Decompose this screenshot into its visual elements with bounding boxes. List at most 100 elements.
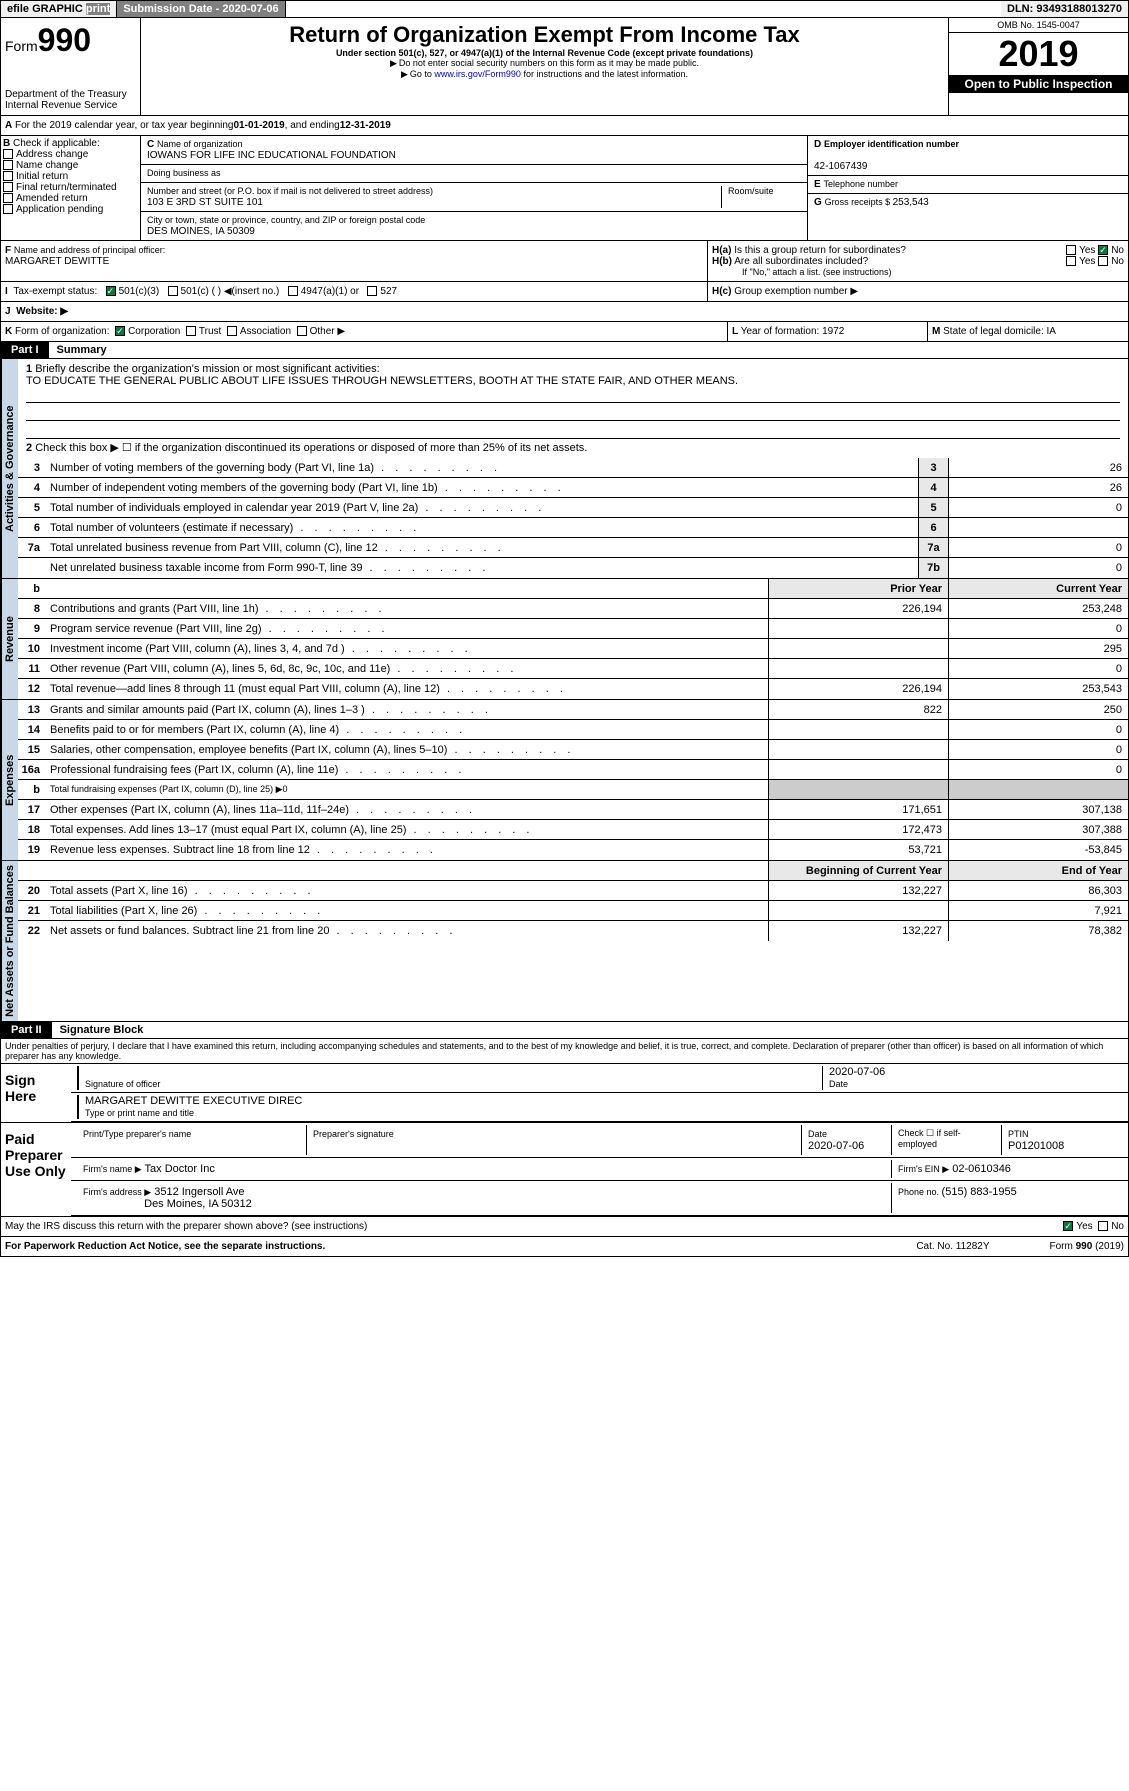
- mission-text: TO EDUCATE THE GENERAL PUBLIC ABOUT LIFE…: [26, 375, 1120, 387]
- firm-name: Tax Doctor Inc: [145, 1163, 215, 1175]
- table-row: 16aProfessional fundraising fees (Part I…: [18, 760, 1128, 780]
- subs-note: If "No," attach a list. (see instruction…: [712, 267, 1124, 277]
- pra-notice: For Paperwork Reduction Act Notice, see …: [5, 1241, 325, 1252]
- firm-ein-label: Firm's EIN ▶: [898, 1164, 949, 1174]
- footer-row: For Paperwork Reduction Act Notice, see …: [0, 1237, 1129, 1257]
- gov-line: 6Total number of volunteers (estimate if…: [18, 518, 1128, 538]
- ptin-label: PTIN: [1008, 1129, 1029, 1139]
- box-b-label: Check if applicable:: [13, 138, 100, 149]
- city-label: City or town, state or province, country…: [147, 215, 425, 225]
- dln: DLN: 93493188013270: [1001, 1, 1128, 17]
- cb-amended[interactable]: [3, 193, 13, 203]
- firm-phone: (515) 883-1955: [942, 1186, 1017, 1198]
- phone-label: Telephone number: [823, 179, 898, 189]
- gov-line: 5Total number of individuals employed in…: [18, 498, 1128, 518]
- officer-name: MARGARET DEWITTE: [5, 256, 109, 267]
- dept-label: Department of the Treasury Internal Reve…: [5, 89, 136, 111]
- cb-address-change[interactable]: [3, 149, 13, 159]
- net-assets-section: Net Assets or Fund Balances Beginning of…: [0, 861, 1129, 1022]
- cb-ha-no[interactable]: [1098, 245, 1108, 255]
- net-side-label: Net Assets or Fund Balances: [1, 861, 18, 1021]
- table-row: 19Revenue less expenses. Subtract line 1…: [18, 840, 1128, 860]
- submission-date: Submission Date - 2020-07-06: [117, 1, 285, 17]
- part1-label: Part I: [1, 342, 49, 358]
- top-bar: efile GRAPHIC print Submission Date - 20…: [0, 0, 1129, 18]
- cb-discuss-yes[interactable]: [1063, 1221, 1073, 1231]
- gov-line: Net unrelated business taxable income fr…: [18, 558, 1128, 578]
- table-row: 18Total expenses. Add lines 13–17 (must …: [18, 820, 1128, 840]
- discuss-label: May the IRS discuss this return with the…: [5, 1221, 367, 1232]
- addr-label: Number and street (or P.O. box if mail i…: [147, 186, 433, 196]
- cb-ha-yes[interactable]: [1066, 245, 1076, 255]
- cb-app-pending[interactable]: [3, 204, 13, 214]
- typed-name-label: Type or print name and title: [85, 1108, 194, 1118]
- ein-label: Employer identification number: [824, 139, 959, 149]
- current-year-hdr: Current Year: [948, 579, 1128, 598]
- org-name-label: Name of organization: [157, 139, 243, 149]
- table-row: 15Salaries, other compensation, employee…: [18, 740, 1128, 760]
- revenue-section: Revenue bPrior YearCurrent Year 8Contrib…: [0, 579, 1129, 700]
- part1-header: Part ISummary: [0, 342, 1129, 359]
- table-row: 9Program service revenue (Part VIII, lin…: [18, 619, 1128, 639]
- cb-hb-no[interactable]: [1098, 256, 1108, 266]
- year-formation: 1972: [822, 326, 844, 337]
- open-public-badge: Open to Public Inspection: [949, 75, 1128, 93]
- table-row: bTotal fundraising expenses (Part IX, co…: [18, 780, 1128, 800]
- end-year-hdr: End of Year: [948, 861, 1128, 880]
- prep-name-hdr: Print/Type preparer's name: [83, 1129, 191, 1139]
- prior-year-hdr: Prior Year: [768, 579, 948, 598]
- paid-preparer-section: Paid Preparer Use Only Print/Type prepar…: [0, 1123, 1129, 1217]
- group-exemption-label: Group exemption number ▶: [734, 286, 858, 297]
- gross-receipts: 253,543: [893, 197, 929, 208]
- org-name: IOWANS FOR LIFE INC EDUCATIONAL FOUNDATI…: [147, 150, 396, 161]
- cb-527[interactable]: [367, 286, 377, 296]
- paid-prep-label: Paid Preparer Use Only: [1, 1123, 71, 1216]
- firm-name-label: Firm's name ▶: [83, 1164, 142, 1174]
- period-row: A For the 2019 calendar year, or tax yea…: [0, 116, 1129, 136]
- cb-501c3[interactable]: [106, 286, 116, 296]
- officer-group-row: F Name and address of principal officer:…: [0, 241, 1129, 282]
- cb-hb-yes[interactable]: [1066, 256, 1076, 266]
- street-address: 103 E 3RD ST SUITE 101: [147, 197, 263, 208]
- tax-year: 2019: [949, 33, 1128, 75]
- sign-here-section: Sign Here Signature of officer2020-07-06…: [0, 1064, 1129, 1123]
- firm-addr1: 3512 Ingersoll Ave: [154, 1186, 244, 1198]
- cb-final-return[interactable]: [3, 182, 13, 192]
- table-row: 12Total revenue—add lines 8 through 11 (…: [18, 679, 1128, 699]
- form-header: Form990 Department of the Treasury Inter…: [0, 18, 1129, 116]
- cb-trust[interactable]: [186, 326, 196, 336]
- q1-label: Briefly describe the organization's miss…: [35, 363, 379, 375]
- officer-label: Name and address of principal officer:: [14, 245, 165, 255]
- cb-assoc[interactable]: [227, 326, 237, 336]
- tax-status-row: I Tax-exempt status: 501(c)(3) 501(c) ( …: [0, 282, 1129, 302]
- subs-included-label: Are all subordinates included?: [734, 256, 868, 267]
- firm-addr2: Des Moines, IA 50312: [144, 1198, 252, 1210]
- prep-date-hdr: Date: [808, 1129, 827, 1139]
- city-state-zip: DES MOINES, IA 50309: [147, 226, 255, 237]
- tax-status-label: Tax-exempt status:: [13, 286, 97, 297]
- expenses-section: Expenses 13Grants and similar amounts pa…: [0, 700, 1129, 861]
- dba-label: Doing business as: [147, 168, 221, 178]
- governance-section: Activities & Governance 1 Briefly descri…: [0, 359, 1129, 579]
- cb-4947[interactable]: [288, 286, 298, 296]
- cb-corp[interactable]: [115, 326, 125, 336]
- firm-ein: 02-0610346: [952, 1163, 1011, 1175]
- sig-officer-label: Signature of officer: [85, 1079, 160, 1089]
- cb-discuss-no[interactable]: [1098, 1221, 1108, 1231]
- table-row: 22Net assets or fund balances. Subtract …: [18, 921, 1128, 941]
- table-row: 8Contributions and grants (Part VIII, li…: [18, 599, 1128, 619]
- form-org-row: K Form of organization: Corporation Trus…: [0, 322, 1129, 342]
- domicile-label: State of legal domicile:: [943, 326, 1046, 337]
- table-row: 20Total assets (Part X, line 16)132,2278…: [18, 881, 1128, 901]
- prep-sig-hdr: Preparer's signature: [313, 1129, 394, 1139]
- print-button[interactable]: print: [86, 3, 110, 15]
- officer-typed-name: MARGARET DEWITTE EXECUTIVE DIREC: [85, 1095, 302, 1107]
- efile-label: efile GRAPHIC print: [1, 1, 117, 17]
- cb-initial-return[interactable]: [3, 171, 13, 181]
- form-title: Return of Organization Exempt From Incom…: [145, 22, 944, 48]
- irs-link[interactable]: www.irs.gov/Form990: [434, 69, 521, 79]
- cb-other[interactable]: [297, 326, 307, 336]
- q2-label: Check this box ▶ ☐ if the organization d…: [35, 442, 587, 454]
- cb-501c[interactable]: [168, 286, 178, 296]
- cb-name-change[interactable]: [3, 160, 13, 170]
